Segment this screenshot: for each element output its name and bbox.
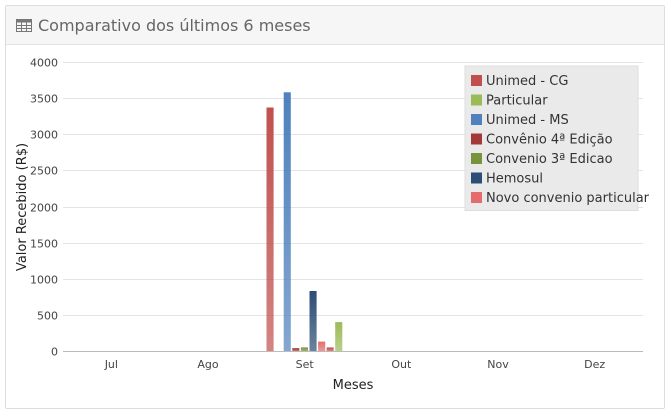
- panel-title-wrap: Comparativo dos últimos 6 meses: [16, 16, 311, 35]
- bar: [309, 291, 317, 351]
- legend-swatch: [471, 114, 482, 125]
- panel-title: Comparativo dos últimos 6 meses: [38, 16, 311, 35]
- x-tick-label: Dez: [584, 358, 605, 371]
- legend-label: Convênio 4ª Edição: [486, 133, 613, 148]
- legend-swatch: [471, 172, 482, 184]
- x-tick-label: Jul: [104, 358, 118, 371]
- table-icon: [16, 19, 32, 32]
- y-tick-label: 0: [51, 346, 58, 359]
- x-tick-label: Ago: [197, 358, 219, 371]
- y-tick-label: 3500: [30, 93, 58, 106]
- y-tick-label: 1000: [30, 274, 58, 287]
- y-tick-label: 2000: [30, 202, 58, 215]
- bar: [335, 322, 343, 351]
- x-tick-label: Set: [296, 358, 315, 371]
- bar: [326, 347, 334, 351]
- legend-swatch: [471, 192, 482, 203]
- x-tick-label: Nov: [487, 358, 509, 371]
- y-tick-label: 3000: [30, 129, 58, 142]
- legend-label: Unimed - CG: [486, 74, 568, 89]
- y-axis-title: Valor Recebido (R$): [15, 143, 30, 271]
- legend-swatch: [471, 153, 482, 164]
- legend-swatch: [471, 94, 482, 106]
- bar: [266, 107, 274, 351]
- legend-swatch: [471, 133, 482, 145]
- legend-label: Unimed - MS: [486, 113, 569, 128]
- legend-box: [464, 65, 639, 211]
- legend-label: Hemosul: [486, 172, 543, 187]
- panel-heading: Comparativo dos últimos 6 meses: [6, 6, 664, 45]
- legend-swatch: [471, 75, 482, 86]
- y-tick-label: 4000: [30, 57, 58, 70]
- legend-label: Novo convenio particular: [486, 191, 650, 206]
- bar: [318, 341, 326, 351]
- bar: [283, 92, 291, 352]
- x-axis-title: Meses: [333, 378, 374, 393]
- legend-label: Particular: [486, 94, 548, 109]
- y-tick-label: 500: [37, 310, 58, 323]
- legend-label: Convenio 3ª Edicao: [486, 152, 613, 167]
- x-tick-label: Out: [391, 358, 412, 371]
- y-tick-label: 1500: [30, 238, 58, 251]
- bar: [292, 348, 300, 351]
- bar: [300, 347, 308, 351]
- y-tick-label: 2500: [30, 165, 58, 178]
